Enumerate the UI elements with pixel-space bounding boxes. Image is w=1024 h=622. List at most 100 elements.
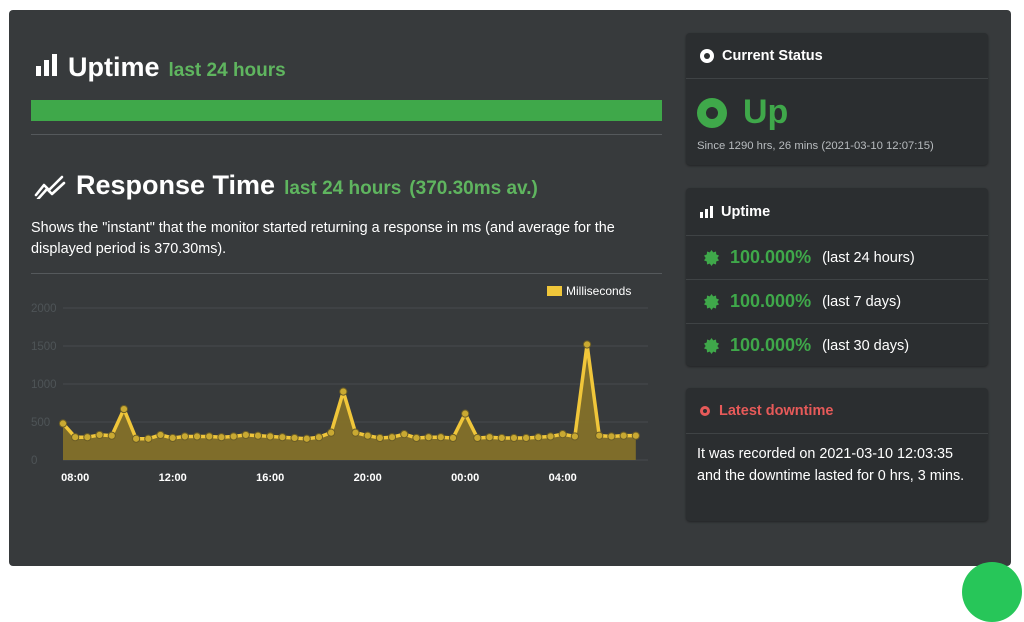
chat-bubble-button[interactable]	[962, 562, 1022, 622]
data-point	[461, 409, 470, 418]
x-tick-label: 20:00	[354, 472, 382, 484]
data-point	[375, 433, 384, 443]
data-point	[253, 431, 263, 440]
uptime-bar	[31, 100, 662, 121]
alert-circle-icon	[700, 405, 710, 416]
uptime-card-header: Uptime	[686, 188, 988, 235]
response-time-description: Shows the "instant" that the monitor sta…	[31, 220, 615, 257]
response-time-subtitle: last 24 hours	[284, 178, 402, 199]
uptime-percent: 100.000%	[730, 291, 812, 311]
data-point	[327, 428, 336, 437]
status-ring-icon	[697, 97, 727, 128]
data-point	[522, 433, 531, 443]
data-point	[156, 430, 165, 440]
response-time-chart: 0 500 1000 1500 2000 08:00 12:00 16:00 20:00 00:0…	[31, 284, 648, 484]
data-point	[436, 433, 445, 442]
data-point	[144, 434, 153, 443]
data-point	[339, 387, 348, 396]
data-point	[205, 432, 214, 441]
data-point	[107, 431, 116, 440]
x-tick-label: 16:00	[256, 472, 284, 484]
bar-chart-icon	[700, 205, 713, 218]
latest-downtime-title: Latest downtime	[719, 402, 834, 419]
data-point	[473, 433, 482, 443]
latest-downtime-body: It was recorded on 2021-03-10 12:03:35 a…	[697, 446, 965, 484]
x-tick-label: 04:00	[549, 472, 577, 484]
response-time-average: (370.30ms av.)	[409, 178, 538, 199]
uptime-item: 100.000% (last 7 days)	[686, 279, 988, 323]
data-point	[192, 432, 202, 441]
data-point	[534, 433, 543, 442]
uptime-item: 100.000% (last 24 hours)	[686, 235, 988, 279]
data-point	[132, 434, 141, 443]
uptime-title: Uptime	[68, 52, 160, 82]
data-point	[278, 433, 287, 442]
data-point	[302, 434, 311, 443]
x-tick-label: 00:00	[451, 472, 479, 484]
x-tick-label: 12:00	[159, 472, 187, 484]
uptime-card-title: Uptime	[721, 203, 771, 220]
y-tick-label: 0	[31, 455, 37, 467]
uptime-heading: Uptime last 24 hours	[36, 52, 286, 83]
data-point	[509, 433, 519, 443]
data-point	[400, 430, 409, 439]
data-point	[217, 433, 226, 442]
data-point	[631, 431, 640, 440]
latest-downtime-header: Latest downtime	[686, 388, 988, 434]
badge-check-icon	[704, 293, 720, 310]
uptime-percent: 100.000%	[730, 247, 812, 267]
data-point	[180, 432, 189, 441]
uptime-percent: 100.000%	[730, 335, 812, 355]
bar-chart-icon	[36, 54, 57, 76]
data-point	[497, 433, 506, 443]
current-status-title: Current Status	[722, 47, 823, 64]
uptime-period: (last 30 days)	[822, 337, 910, 354]
data-point	[229, 432, 238, 441]
badge-check-icon	[704, 337, 720, 354]
legend-swatch	[547, 286, 562, 296]
data-point	[558, 430, 567, 439]
uptime-bar-fill	[31, 100, 662, 121]
data-point	[58, 419, 68, 428]
uptime-period: (last 24 hours)	[822, 249, 915, 266]
status-since: Since 1290 hrs, 26 mins (2021-03-10 12:0…	[697, 140, 934, 152]
line-chart-icon	[34, 175, 66, 199]
data-point	[546, 432, 555, 441]
series-area	[63, 344, 636, 460]
data-point	[485, 433, 494, 442]
y-tick-label: 500	[31, 417, 50, 429]
uptime-list: 100.000% (last 24 hours) 100.000% (last 7 d…	[686, 235, 988, 367]
data-point	[168, 433, 177, 443]
y-tick-label: 1500	[31, 341, 57, 353]
latest-downtime-card: Latest downtime It was recorded on 2021-…	[686, 388, 988, 521]
current-status-header: Current Status	[686, 33, 988, 79]
y-tick-label: 2000	[31, 303, 57, 315]
data-point	[570, 432, 579, 441]
response-time-title: Response Time	[76, 170, 276, 200]
data-point	[607, 432, 616, 441]
data-point	[448, 433, 458, 443]
data-point	[241, 430, 250, 440]
y-tick-label: 1000	[31, 379, 57, 391]
data-point	[582, 340, 592, 349]
data-point	[424, 433, 433, 442]
data-point	[363, 431, 372, 440]
data-point	[595, 431, 604, 440]
data-point	[71, 433, 80, 442]
data-point	[266, 432, 275, 441]
uptime-subtitle: last 24 hours	[168, 60, 286, 81]
status-state: Up	[743, 93, 789, 131]
uptime-period: (last 7 days)	[822, 293, 902, 310]
data-point	[95, 430, 104, 440]
legend-label: Milliseconds	[566, 284, 631, 298]
data-point	[119, 404, 129, 414]
data-point	[314, 433, 324, 442]
divider	[31, 134, 662, 135]
data-point	[83, 433, 92, 442]
data-point	[619, 431, 628, 440]
divider	[31, 273, 662, 274]
uptime-card: Uptime 100.000% (last 24 hours) 100.000% (l…	[686, 188, 988, 366]
data-point	[412, 433, 421, 443]
status-row: Up	[686, 79, 988, 132]
uptime-item: 100.000% (last 30 days)	[686, 323, 988, 367]
